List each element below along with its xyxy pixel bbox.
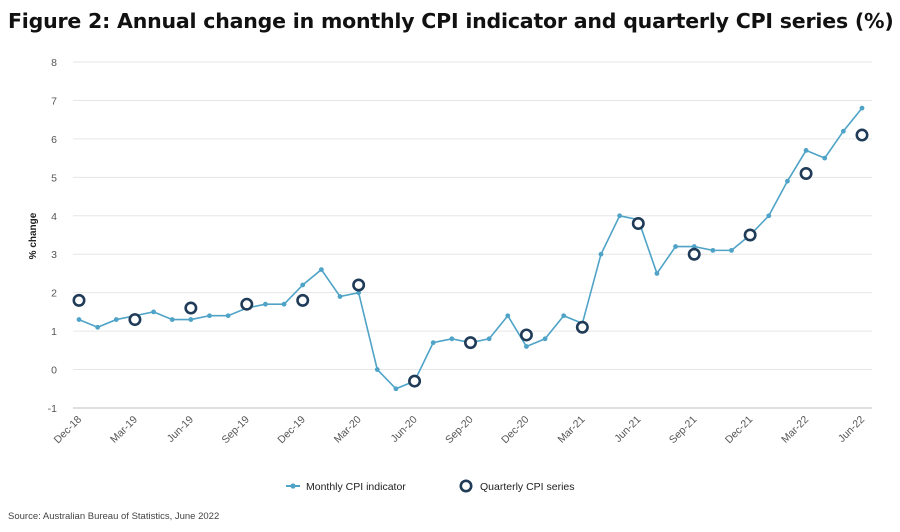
quarterly-cpi-point <box>687 247 701 261</box>
x-tick-label: Dec-21 <box>723 414 756 447</box>
series-quarterly <box>72 128 869 388</box>
y-tick-label: 1 <box>51 326 57 338</box>
monthly-cpi-point <box>729 247 734 253</box>
gridlines <box>73 61 872 409</box>
quarterly-cpi-point <box>519 328 533 342</box>
quarterly-cpi-point <box>799 166 813 180</box>
quarterly-cpi-point <box>743 228 757 242</box>
monthly-cpi-point <box>803 148 809 153</box>
quarterly-cpi-point <box>352 278 366 292</box>
quarterly-cpi-point <box>855 128 869 142</box>
monthly-cpi-point <box>151 309 156 315</box>
x-tick-label: Sep-19 <box>219 414 252 447</box>
monthly-cpi-point <box>766 213 772 219</box>
y-axis-label: % change <box>28 212 39 259</box>
monthly-cpi-point <box>337 294 343 299</box>
y-tick-label: 8 <box>51 57 57 69</box>
x-tick-label: Sep-20 <box>443 414 476 447</box>
x-tick-label: Mar-19 <box>108 414 140 446</box>
monthly-cpi-point <box>169 317 175 322</box>
legend-monthly-marker <box>290 483 296 489</box>
monthly-cpi-point <box>188 317 194 322</box>
monthly-cpi-point <box>449 336 455 342</box>
legend-quarterly-label: Quarterly CPI series <box>480 481 575 493</box>
monthly-cpi-point <box>300 282 306 288</box>
monthly-cpi-point <box>710 247 716 253</box>
y-tick-label: 4 <box>51 211 57 223</box>
x-axis: Dec-18 Mar-19 Jun-19 Sep-19 Dec-19 Mar-20 Jun-… <box>52 414 868 447</box>
quarterly-cpi-point <box>296 293 310 307</box>
legend-quarterly-marker <box>459 479 473 493</box>
monthly-cpi-point <box>263 301 268 307</box>
quarterly-cpi-point <box>575 320 589 334</box>
quarterly-cpi-point <box>240 297 254 311</box>
legend-monthly-label: Monthly CPI indicator <box>306 481 406 493</box>
quarterly-cpi-point <box>184 301 198 315</box>
y-tick-label: 7 <box>51 95 57 107</box>
y-tick-label: 6 <box>51 134 57 146</box>
y-tick-label: 0 <box>51 365 57 377</box>
x-tick-label: Sep-21 <box>667 414 700 447</box>
x-tick-label: Mar-22 <box>779 414 811 446</box>
monthly-cpi-point <box>561 313 567 319</box>
monthly-cpi-point <box>524 344 529 349</box>
monthly-cpi-point <box>225 313 231 319</box>
monthly-cpi-point <box>617 213 623 219</box>
chart-title: Figure 2: Annual change in monthly CPI i… <box>8 9 894 33</box>
monthly-cpi-point <box>318 267 324 272</box>
y-tick-label: 3 <box>51 249 57 261</box>
y-tick-label: -1 <box>48 403 57 415</box>
monthly-cpi-point <box>76 317 82 322</box>
monthly-cpi-point <box>393 386 399 392</box>
x-tick-label: Dec-20 <box>499 414 532 447</box>
monthly-cpi-point <box>430 340 436 346</box>
x-tick-label: Dec-19 <box>275 414 308 447</box>
monthly-cpi-point <box>207 313 212 319</box>
monthly-cpi-point <box>598 251 604 257</box>
monthly-cpi-point <box>356 290 362 296</box>
monthly-cpi-point <box>542 336 548 342</box>
legend: Monthly CPI indicator Quarterly CPI seri… <box>286 479 575 493</box>
y-tick-label: 2 <box>51 288 57 300</box>
y-tick-label: 5 <box>51 172 57 184</box>
x-tick-label: Jun-20 <box>389 414 420 445</box>
x-tick-label: Mar-21 <box>555 414 587 446</box>
monthly-cpi-point <box>505 313 511 319</box>
x-tick-label: Jun-22 <box>836 414 867 445</box>
monthly-cpi-point <box>374 367 380 372</box>
quarterly-cpi-point <box>128 313 142 327</box>
x-tick-label: Mar-20 <box>332 414 364 446</box>
quarterly-cpi-point <box>631 216 645 230</box>
monthly-cpi-point <box>673 244 678 249</box>
x-tick-label: Jun-21 <box>612 414 643 445</box>
monthly-cpi-point <box>95 324 101 330</box>
monthly-cpi-point <box>654 271 660 276</box>
source-note: Source: Australian Bureau of Statistics,… <box>8 511 220 522</box>
quarterly-cpi-point <box>72 293 86 307</box>
quarterly-cpi-point <box>408 374 422 388</box>
y-axis: -1 0 1 2 3 4 5 6 7 8 <box>48 57 58 415</box>
monthly-cpi-point <box>822 155 828 161</box>
monthly-cpi-point <box>859 105 865 111</box>
x-tick-label: Dec-18 <box>52 414 85 447</box>
monthly-cpi-point <box>281 301 287 307</box>
x-tick-label: Jun-19 <box>165 414 196 445</box>
quarterly-cpi-point <box>463 336 477 350</box>
monthly-cpi-point <box>785 178 790 184</box>
monthly-cpi-point <box>113 317 119 322</box>
monthly-cpi-point <box>486 336 492 342</box>
monthly-cpi-point <box>691 244 697 249</box>
monthly-cpi-point <box>840 128 846 134</box>
